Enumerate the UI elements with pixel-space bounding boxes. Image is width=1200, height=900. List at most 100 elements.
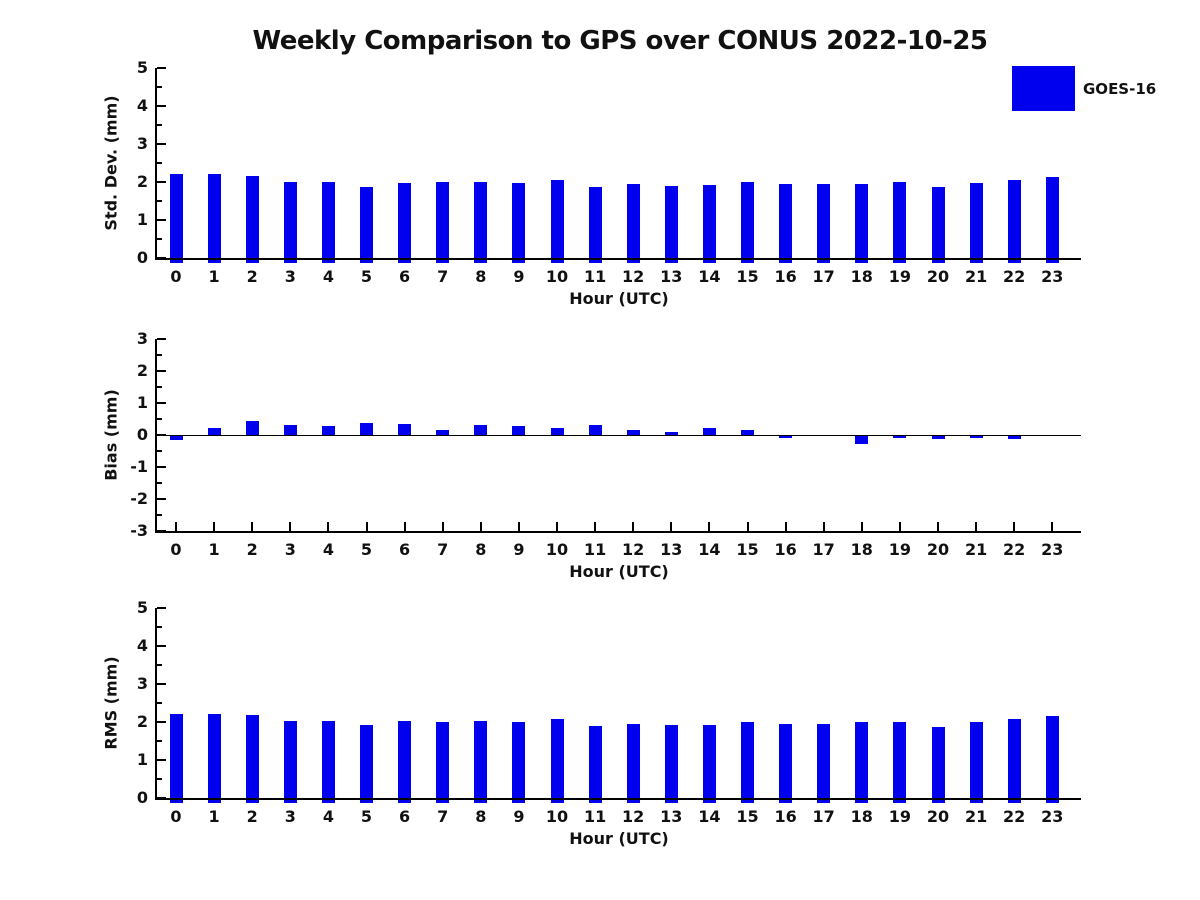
y-axis-spine bbox=[155, 68, 157, 260]
x-tick-label: 19 bbox=[888, 540, 912, 559]
bar-rms-hour-14 bbox=[702, 724, 716, 803]
x-tick-label: 4 bbox=[322, 807, 334, 826]
y-tick bbox=[157, 105, 166, 107]
bar-rms-hour-15 bbox=[741, 722, 754, 803]
y-tick-label: 5 bbox=[136, 58, 148, 77]
y-axis-label: Bias (mm) bbox=[101, 389, 121, 481]
bar-bias-hour-15 bbox=[741, 429, 754, 435]
bar-stddev-hour-9 bbox=[512, 182, 526, 263]
bar-stddev-hour-5 bbox=[360, 186, 373, 263]
x-tick-label: 5 bbox=[360, 267, 373, 286]
bar-rms-hour-11 bbox=[588, 725, 602, 803]
x-tick-label: 8 bbox=[475, 540, 487, 559]
bar-rms-hour-8 bbox=[474, 720, 488, 803]
x-tick-label: 15 bbox=[736, 807, 759, 826]
y-tick-label: -1 bbox=[130, 457, 148, 476]
x-tick-label: 20 bbox=[926, 540, 950, 559]
x-tick bbox=[556, 522, 558, 531]
x-tick-label: 2 bbox=[246, 267, 258, 286]
x-tick-label: 16 bbox=[774, 267, 797, 286]
bar-stddev-hour-7 bbox=[436, 181, 450, 263]
x-tick-label: 17 bbox=[812, 540, 835, 559]
bar-stddev-hour-10 bbox=[550, 179, 564, 263]
x-tick-label: 9 bbox=[513, 540, 525, 559]
y-tick-label: 4 bbox=[136, 96, 148, 115]
bar-rms-hour-16 bbox=[779, 724, 793, 803]
x-tick-label: 7 bbox=[437, 267, 449, 286]
x-tick-label: 0 bbox=[170, 267, 182, 286]
x-tick-label: 5 bbox=[360, 807, 373, 826]
x-tick-label: 19 bbox=[888, 807, 912, 826]
x-tick-label: 7 bbox=[437, 807, 449, 826]
x-tick bbox=[365, 522, 368, 531]
y-minor-tick bbox=[157, 386, 162, 388]
bar-rms-hour-12 bbox=[626, 723, 640, 803]
x-tick-label: 13 bbox=[660, 267, 683, 286]
bar-bias-hour-13 bbox=[664, 432, 678, 435]
bar-stddev-hour-3 bbox=[283, 181, 297, 263]
y-minor-tick bbox=[157, 626, 162, 628]
y-tick-label: 3 bbox=[136, 674, 148, 693]
bar-stddev-hour-6 bbox=[398, 182, 412, 263]
x-tick bbox=[175, 522, 177, 531]
y-tick bbox=[157, 466, 166, 468]
x-tick-label: 16 bbox=[774, 807, 797, 826]
x-tick-label: 3 bbox=[284, 540, 296, 559]
bar-bias-hour-6 bbox=[398, 424, 412, 435]
x-tick-label: 4 bbox=[322, 267, 334, 286]
x-tick bbox=[784, 522, 787, 531]
y-tick bbox=[157, 498, 166, 500]
bar-rms-hour-21 bbox=[969, 721, 983, 803]
x-tick-label: 18 bbox=[850, 540, 873, 559]
y-tick-label: 1 bbox=[136, 393, 148, 412]
x-tick bbox=[213, 522, 216, 531]
x-tick-label: 7 bbox=[437, 540, 449, 559]
bar-bias-hour-18 bbox=[855, 435, 869, 444]
chart-title: Weekly Comparison to GPS over CONUS 2022… bbox=[252, 26, 988, 56]
y-axis-label: Std. Dev. (mm) bbox=[101, 95, 121, 231]
bar-rms-hour-18 bbox=[855, 722, 869, 803]
x-tick-label: 20 bbox=[926, 807, 950, 826]
x-tick-label: 12 bbox=[622, 267, 645, 286]
x-tick-label: 22 bbox=[1003, 267, 1026, 286]
bar-bias-hour-19 bbox=[893, 435, 907, 438]
x-axis-label: Hour (UTC) bbox=[569, 562, 669, 581]
x-tick bbox=[708, 522, 711, 531]
x-tick-label: 23 bbox=[1041, 540, 1064, 559]
y-tick bbox=[157, 721, 166, 723]
x-tick-label: 1 bbox=[208, 807, 220, 826]
bar-rms-hour-1 bbox=[207, 713, 221, 803]
x-tick bbox=[746, 522, 749, 531]
x-tick-label: 9 bbox=[513, 267, 525, 286]
bar-rms-hour-6 bbox=[398, 720, 412, 803]
bar-stddev-hour-1 bbox=[207, 174, 221, 263]
x-axis-spine bbox=[155, 531, 1081, 533]
y-tick bbox=[157, 181, 166, 183]
x-tick-label: 3 bbox=[284, 807, 296, 826]
bar-rms-hour-13 bbox=[664, 725, 678, 803]
bar-stddev-hour-22 bbox=[1007, 179, 1021, 263]
x-tick-label: 19 bbox=[888, 267, 912, 286]
y-tick-label: 3 bbox=[136, 329, 148, 348]
x-tick-label: 13 bbox=[660, 807, 683, 826]
x-tick bbox=[251, 522, 254, 531]
y-tick bbox=[157, 759, 166, 761]
y-minor-tick bbox=[157, 450, 162, 452]
x-tick bbox=[479, 522, 482, 531]
bar-stddev-hour-14 bbox=[702, 185, 716, 263]
x-tick bbox=[1013, 522, 1016, 531]
x-tick-label: 12 bbox=[622, 807, 645, 826]
x-tick bbox=[632, 522, 635, 531]
bar-bias-hour-2 bbox=[245, 420, 259, 435]
y-tick bbox=[157, 219, 166, 221]
x-tick bbox=[937, 522, 939, 531]
y-minor-tick bbox=[157, 354, 162, 356]
y-tick-label: 3 bbox=[136, 134, 148, 153]
bar-rms-hour-4 bbox=[321, 720, 335, 803]
y-tick bbox=[157, 143, 166, 145]
y-tick-label: 0 bbox=[136, 248, 148, 267]
x-tick-label: 6 bbox=[399, 540, 411, 559]
x-tick-label: 15 bbox=[736, 267, 759, 286]
bar-stddev-hour-11 bbox=[588, 186, 602, 263]
bar-stddev-hour-8 bbox=[474, 181, 488, 263]
